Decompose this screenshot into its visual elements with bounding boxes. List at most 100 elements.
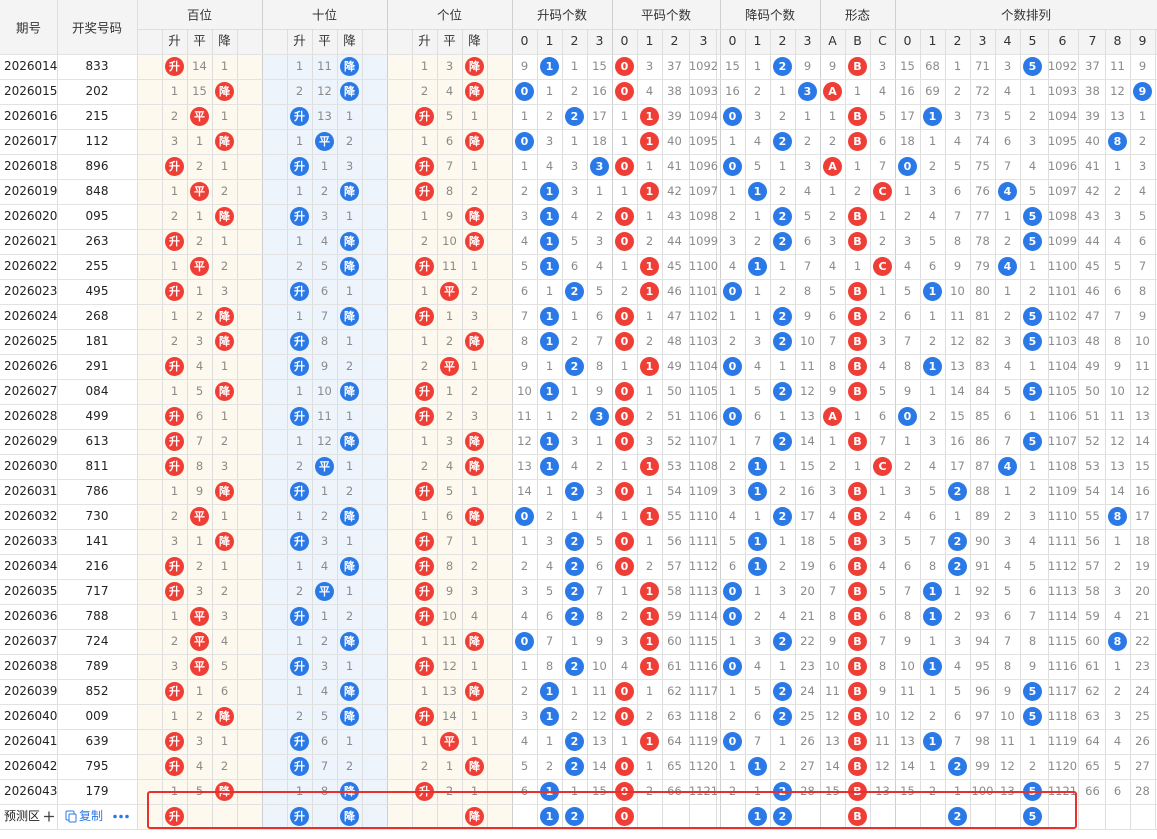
- ball: [923, 732, 942, 751]
- miss-count: 57: [1085, 559, 1100, 573]
- predict-controls: 预测区 复制: [4, 791, 1077, 829]
- miss-count: 6: [1114, 784, 1121, 798]
- ball-label: 2: [779, 60, 787, 73]
- add-icon[interactable]: [44, 811, 54, 822]
- ball: [165, 57, 184, 76]
- ball-label: 降: [469, 459, 481, 473]
- ball: [723, 657, 742, 676]
- miss-count: 1114: [1048, 609, 1077, 623]
- ball: [415, 382, 434, 401]
- miss-count: 2: [929, 409, 936, 423]
- miss-count: 1092: [1048, 59, 1077, 73]
- miss-count: 91: [975, 559, 990, 573]
- miss-count: 1: [196, 134, 203, 148]
- miss-count: 14: [192, 59, 207, 73]
- ball: [290, 107, 309, 126]
- ball: [773, 332, 792, 351]
- ball: [565, 482, 584, 501]
- miss-count: 1109: [1048, 484, 1077, 498]
- ball: [540, 682, 559, 701]
- miss-count: 5: [1029, 559, 1036, 573]
- ball: [748, 457, 767, 476]
- miss-count: 1104: [689, 359, 718, 373]
- copy-icon[interactable]: [65, 810, 77, 823]
- ball: [415, 107, 434, 126]
- miss-count: 1: [779, 84, 786, 98]
- ball: [165, 682, 184, 701]
- miss-count: 51: [1085, 409, 1100, 423]
- miss-count: 5: [521, 759, 528, 773]
- miss-count: 11: [317, 59, 332, 73]
- group-header: 个位: [437, 8, 462, 23]
- ball-label: 升: [294, 409, 305, 423]
- period: 2026022: [4, 259, 57, 273]
- miss-count: 23: [800, 659, 815, 673]
- ball-label: B: [853, 485, 861, 498]
- miss-count: 1: [779, 534, 786, 548]
- miss-count: 16: [592, 84, 607, 98]
- miss-count: 2: [571, 84, 578, 98]
- miss-count: 11: [900, 684, 915, 698]
- miss-count: 6: [446, 134, 453, 148]
- miss-count: 1: [346, 659, 353, 673]
- draw-number: 613: [86, 434, 109, 448]
- miss-count: 1: [646, 759, 653, 773]
- ball-label: B: [853, 310, 861, 323]
- miss-count: 1: [171, 609, 178, 623]
- copy-button[interactable]: 复制: [79, 809, 103, 823]
- miss-count: 78: [975, 234, 990, 248]
- miss-count: 8: [829, 359, 836, 373]
- ball: [615, 482, 634, 501]
- ball: [640, 107, 659, 126]
- ball: [415, 307, 434, 326]
- miss-count: 1: [646, 309, 653, 323]
- ball-label: 2: [571, 110, 579, 123]
- ball-label: 1: [754, 460, 762, 473]
- ball-label: B: [853, 135, 861, 148]
- miss-count: 46: [1085, 284, 1100, 298]
- ball: [515, 632, 534, 651]
- ball: [565, 732, 584, 751]
- miss-count: 3: [929, 184, 936, 198]
- miss-count: 98: [975, 734, 990, 748]
- ball-label: 降: [469, 209, 481, 223]
- miss-count: 1: [1114, 534, 1121, 548]
- miss-count: 3: [904, 484, 911, 498]
- column-header: 4: [1004, 33, 1012, 48]
- miss-count: 6: [954, 709, 961, 723]
- miss-count: 9: [1114, 359, 1121, 373]
- miss-count: 1: [421, 434, 428, 448]
- miss-count: 3: [571, 184, 578, 198]
- ball: [415, 532, 434, 551]
- miss-count: 1: [621, 184, 628, 198]
- miss-count: 15: [592, 59, 607, 73]
- miss-count: 54: [667, 484, 682, 498]
- miss-count: 11: [442, 634, 457, 648]
- miss-count: 2: [296, 709, 303, 723]
- ball-label: 8: [1114, 135, 1122, 148]
- miss-count: 2: [929, 709, 936, 723]
- ball: [415, 657, 434, 676]
- ball-label: 升: [169, 234, 180, 248]
- ball: [515, 132, 534, 151]
- miss-count: 1110: [1048, 509, 1077, 523]
- miss-count: 66: [1085, 784, 1100, 798]
- miss-count: 13: [1135, 409, 1150, 423]
- ball: [340, 432, 359, 451]
- miss-count: 48: [1085, 334, 1100, 348]
- more-button[interactable]: [113, 814, 129, 819]
- ball-label: 2: [571, 610, 579, 623]
- miss-count: 45: [667, 259, 682, 273]
- miss-count: 1: [754, 59, 761, 73]
- miss-count: 3: [546, 534, 553, 548]
- miss-count: 43: [1085, 209, 1100, 223]
- miss-count: 3: [521, 584, 528, 598]
- miss-count: 3: [904, 234, 911, 248]
- miss-count: 1: [929, 384, 936, 398]
- miss-count: 1109: [689, 484, 718, 498]
- miss-count: 8: [446, 184, 453, 198]
- miss-count: 6: [571, 259, 578, 273]
- ball-label: 2: [954, 810, 962, 823]
- miss-count: 1: [621, 134, 628, 148]
- miss-count: 17: [900, 109, 915, 123]
